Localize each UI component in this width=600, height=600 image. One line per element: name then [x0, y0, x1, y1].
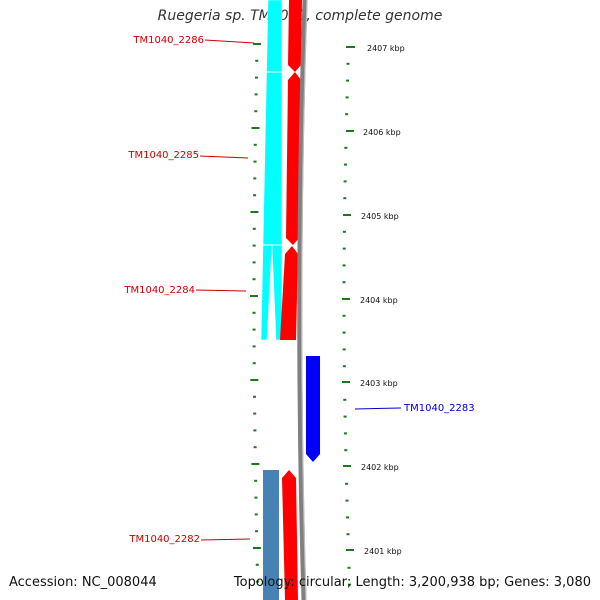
inner-tick-marks: [250, 43, 262, 583]
genome-summary-text: Topology: circular; Length: 3,200,938 bp…: [233, 575, 591, 590]
gene-labels: TM1040_2286 TM1040_2285 TM1040_2284 TM10…: [123, 35, 474, 545]
kbp-label: 2406 kbp: [363, 128, 401, 137]
gene-track-forward: [280, 0, 302, 600]
kbp-label: 2404 kbp: [360, 296, 398, 305]
other-feature-lower: [263, 470, 279, 600]
gene-TM1040_2286[interactable]: [288, 0, 302, 72]
genome-backbone: [297, 0, 308, 600]
gene-TM1040_2283[interactable]: [306, 356, 320, 462]
gene-TM1040_2285[interactable]: [286, 72, 301, 245]
outer-tick-marks: [342, 62, 352, 586]
gene-label[interactable]: TM1040_2283: [403, 403, 475, 414]
gene-label-leaders: [195, 39, 402, 541]
feature-track-cds: [260, 0, 283, 600]
gene-TM1040_2284[interactable]: [280, 246, 298, 340]
gene-label[interactable]: TM1040_2282: [128, 534, 200, 545]
gene-TM1040_2282[interactable]: [282, 470, 298, 600]
kbp-label: 2402 kbp: [361, 463, 399, 472]
accession-text: Accession: NC_008044: [9, 575, 157, 590]
kbp-label: 2401 kbp: [364, 547, 402, 556]
kbp-label: 2405 kbp: [361, 212, 399, 221]
kbp-label: 2407 kbp: [367, 44, 405, 53]
gene-label[interactable]: TM1040_2286: [132, 35, 204, 46]
kbp-label: 2403 kbp: [360, 379, 398, 388]
gene-label[interactable]: TM1040_2285: [127, 150, 199, 161]
gene-label[interactable]: TM1040_2284: [123, 285, 195, 296]
kbp-scale: 2407 kbp 2406 kbp 2405 kbp 2404 kbp 2403…: [342, 44, 405, 556]
cds-feature-upper: [260, 0, 283, 341]
